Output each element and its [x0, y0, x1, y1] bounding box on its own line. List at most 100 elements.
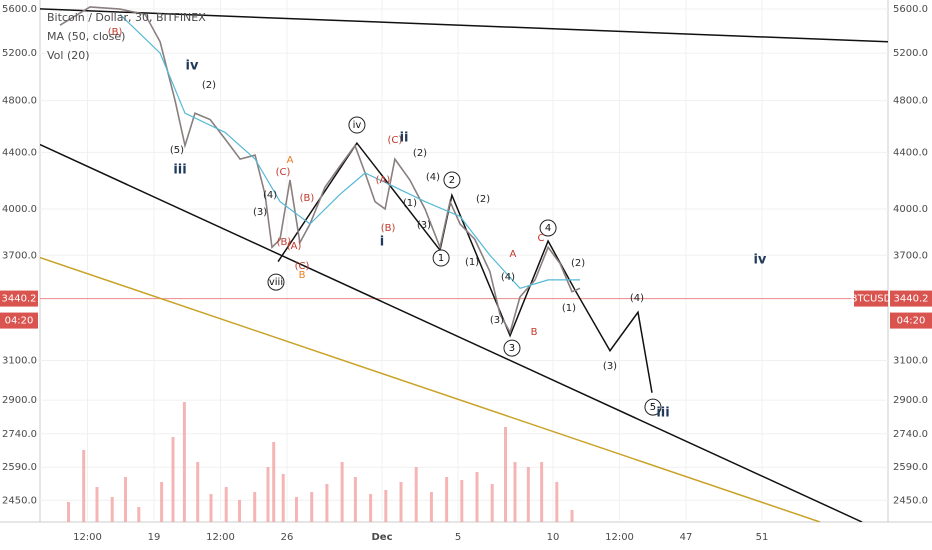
countdown-label: 04:20	[5, 316, 34, 327]
volume-bar	[238, 500, 242, 522]
volume-bar	[67, 502, 71, 522]
wave-label: A	[510, 249, 517, 260]
trend-line	[40, 143, 863, 522]
y-tick-label: 2450.0	[2, 495, 37, 506]
volume-bar	[429, 492, 433, 522]
wave-label: (A)	[287, 241, 302, 252]
symbol-label: BTCUSD	[851, 294, 892, 305]
y-tick-label: 3100.0	[2, 355, 37, 366]
volume-bar	[490, 484, 494, 522]
wave-label: (B)	[300, 193, 315, 204]
x-tick-label: 12:00	[605, 532, 634, 543]
x-tick-label: 12:00	[73, 532, 102, 543]
volume-bar	[110, 497, 114, 522]
indicator-label: MA (50, close)	[47, 30, 125, 43]
wave-label: (2)	[476, 194, 490, 205]
y-tick-label: 3100.0	[893, 355, 928, 366]
wave-label: B	[299, 270, 306, 281]
wave-label: (C)	[276, 167, 291, 178]
wave-label: (C)	[388, 135, 403, 146]
volume-bar	[555, 482, 559, 522]
x-tick-label: 12:00	[206, 532, 235, 543]
wave-label: iii	[173, 163, 186, 178]
trend-line	[277, 141, 653, 393]
chart-title: Bitcoin / Dollar, 30, BITFINEX	[47, 11, 206, 24]
volume-bar	[399, 482, 403, 522]
wave-label: (C)	[295, 261, 310, 272]
wave-label: (1)	[403, 198, 417, 209]
y-tick-label: 4800.0	[2, 96, 37, 107]
wave-label: (B)	[381, 223, 396, 234]
annotation-circle	[348, 116, 366, 134]
y-tick-label: 4400.0	[2, 147, 37, 158]
volume-bar	[325, 484, 329, 522]
volume-bar	[272, 442, 276, 522]
wave-label: ii	[400, 131, 409, 146]
volume-bar	[310, 492, 314, 522]
volume-bar	[504, 427, 508, 522]
volume-bar	[266, 467, 270, 522]
wave-label: (5)	[170, 145, 184, 156]
y-tick-label: 4800.0	[893, 96, 928, 107]
wave-label: (1)	[562, 303, 576, 314]
volume-bar	[224, 487, 228, 522]
x-tick-label: 51	[756, 532, 769, 543]
volume-bar	[137, 507, 141, 522]
wave-label: (2)	[571, 258, 585, 269]
current-price-label: 3440.2	[2, 294, 37, 305]
trend-line	[40, 8, 888, 43]
y-tick-label: 5600.0	[2, 4, 37, 15]
volume-bar	[295, 497, 299, 522]
volume-bar	[182, 402, 186, 522]
annotation-circle	[267, 273, 285, 291]
volume-bar	[460, 480, 464, 522]
x-tick-label: 19	[148, 532, 161, 543]
countdown-label-box	[0, 312, 38, 329]
wave-label: iv	[186, 59, 199, 74]
wave-label: (4)	[263, 190, 277, 201]
y-tick-label: 2450.0	[893, 495, 928, 506]
wave-label: iv	[353, 120, 362, 131]
volume-bar	[384, 490, 388, 522]
y-tick-label: 2900.0	[893, 395, 928, 406]
x-tick-label: Dec	[372, 532, 393, 543]
wave-label: (B)	[108, 27, 123, 38]
volume-bar	[570, 510, 574, 522]
wave-label: (A)	[376, 175, 391, 186]
volume-bar	[526, 467, 530, 522]
wave-label: iii	[656, 406, 669, 421]
y-tick-label: 2740.0	[893, 429, 928, 440]
wave-label: (B)	[277, 237, 292, 248]
wave-label: A	[287, 155, 294, 166]
y-tick-label: 3700.0	[893, 250, 928, 261]
y-tick-label: 5200.0	[893, 48, 928, 59]
y-tick-label: 2740.0	[2, 429, 37, 440]
volume-bar	[513, 462, 517, 522]
wave-label: (3)	[253, 207, 267, 218]
wave-label: (3)	[603, 361, 617, 372]
volume-bar	[209, 494, 213, 522]
wave-label: (4)	[501, 272, 515, 283]
volume-bar	[445, 477, 449, 522]
annotation-circle	[432, 249, 450, 267]
wave-label: 3	[509, 343, 515, 354]
volume-bar	[171, 437, 175, 522]
wave-label: B	[531, 327, 538, 338]
y-tick-label: 4000.0	[893, 204, 928, 215]
volume-bar	[124, 477, 128, 522]
wave-label: (4)	[630, 293, 644, 304]
volume-bar	[82, 450, 86, 522]
y-tick-label: 2590.0	[2, 462, 37, 473]
y-tick-label: 4400.0	[893, 147, 928, 158]
current-price-label-box	[0, 290, 38, 307]
countdown-label-box	[890, 312, 932, 329]
wave-label: C	[538, 233, 545, 244]
volume-bar	[160, 482, 164, 522]
annotation-circle	[539, 219, 557, 237]
wave-label: 1	[438, 253, 444, 264]
wave-label: 4	[545, 223, 551, 234]
x-tick-label: 10	[547, 532, 560, 543]
